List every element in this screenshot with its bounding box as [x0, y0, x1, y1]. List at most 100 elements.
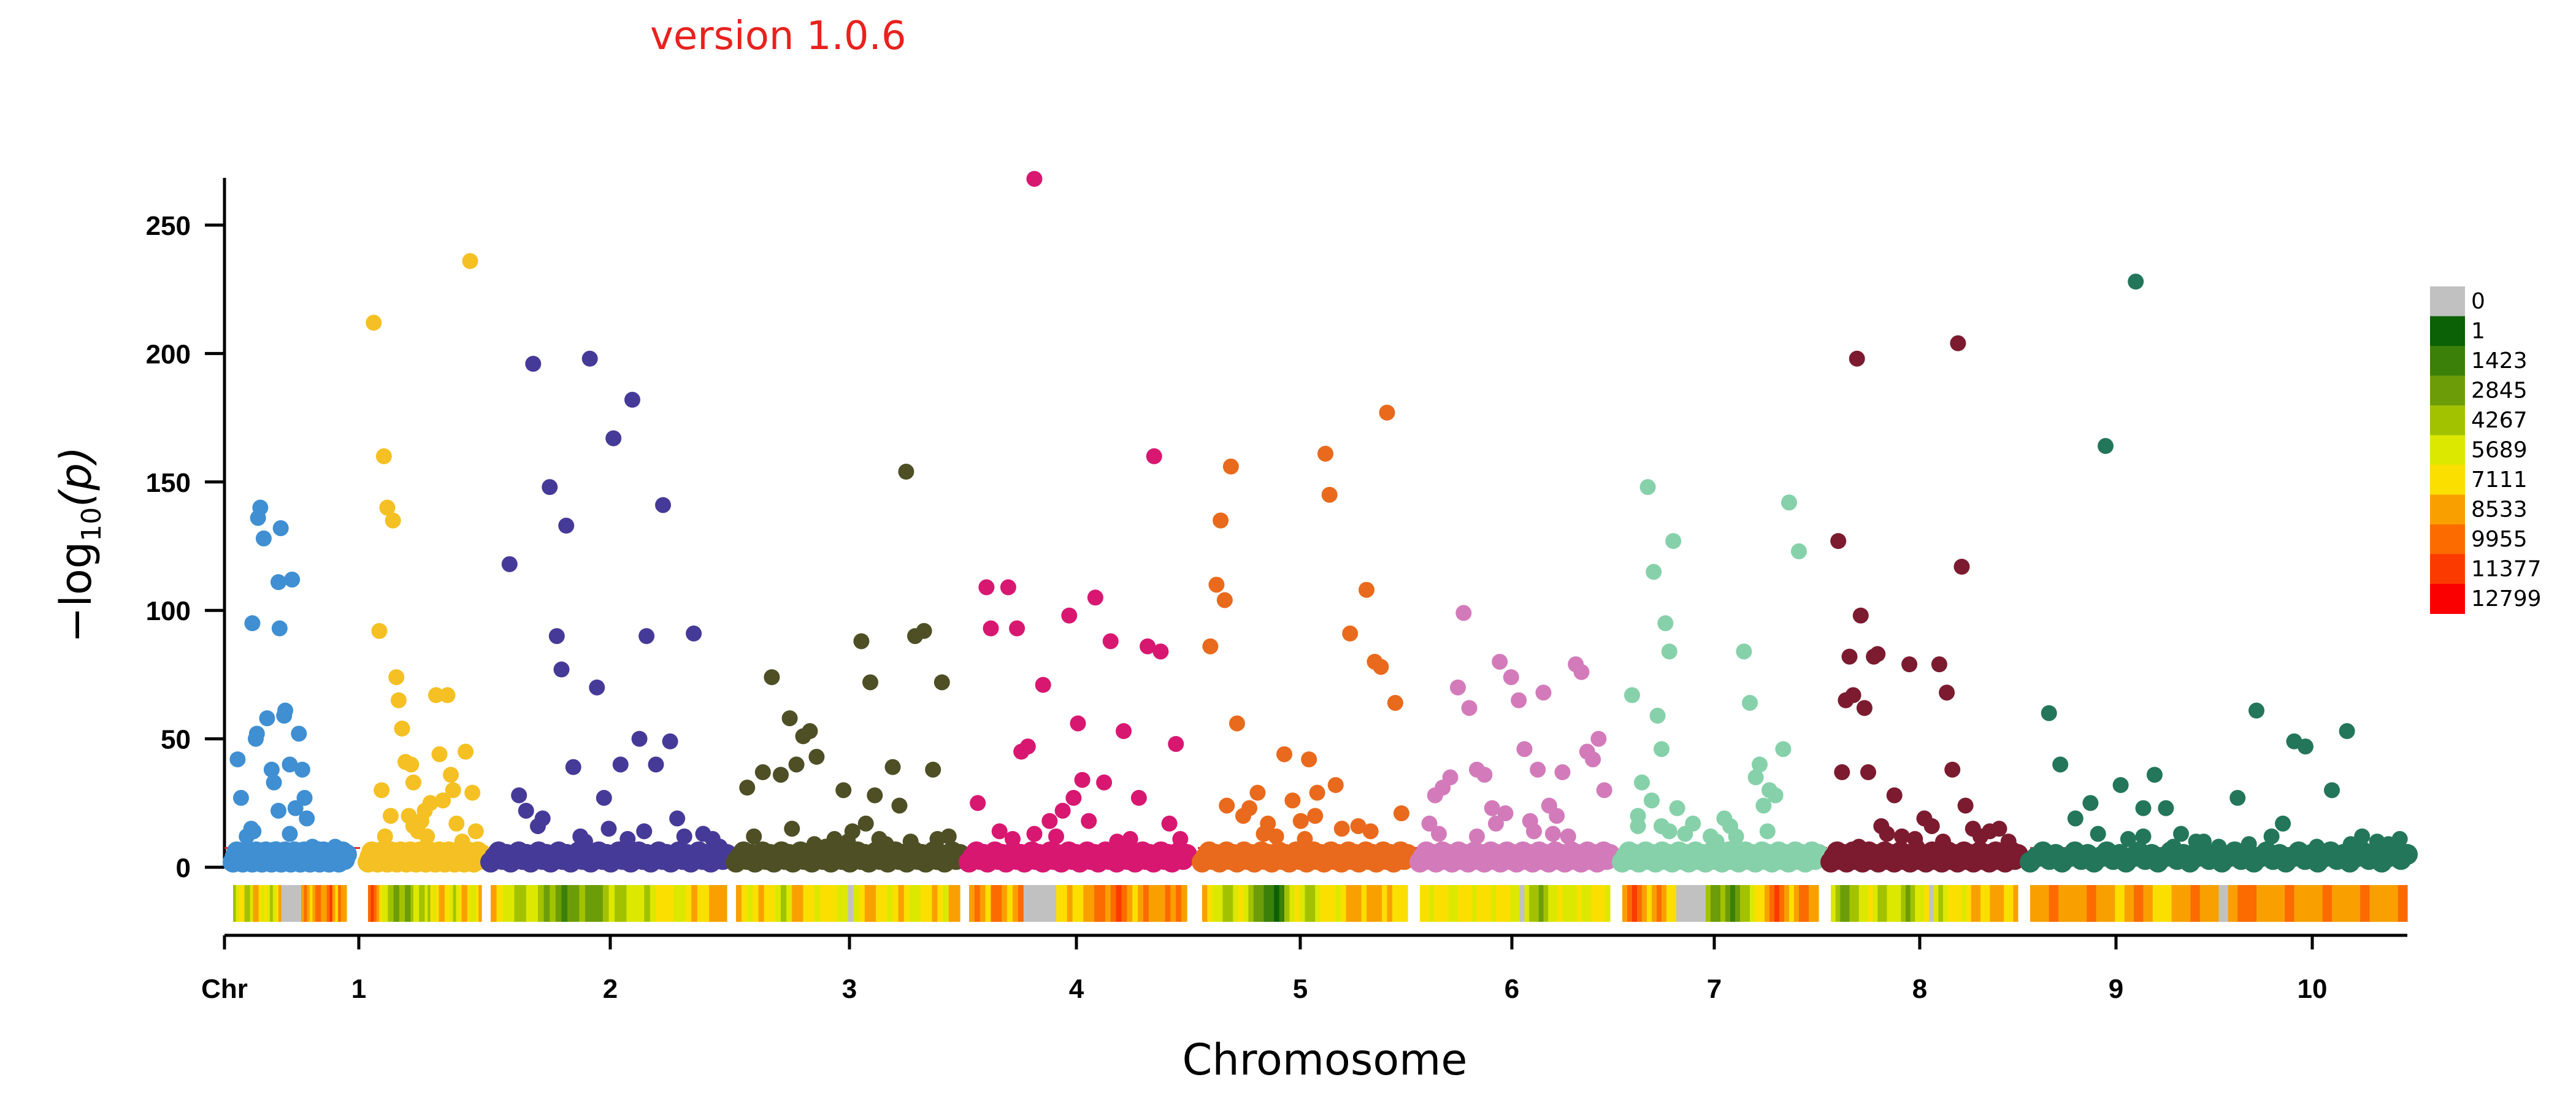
snp-point	[648, 756, 664, 773]
density-bin	[526, 885, 532, 922]
density-bin	[1534, 885, 1539, 922]
snp-point	[1830, 533, 1847, 550]
x-tick-label: 3	[842, 974, 857, 1004]
density-bin	[1100, 885, 1106, 922]
density-bin	[241, 885, 245, 922]
snp-point	[2090, 826, 2106, 842]
density-bin	[1222, 885, 1229, 922]
snp-point	[464, 784, 481, 801]
snp-point	[1054, 802, 1071, 819]
snp-point	[1327, 776, 1344, 793]
snp-point	[2146, 767, 2163, 783]
snp-point	[371, 623, 388, 639]
snp-point	[1516, 741, 1533, 757]
density-bin	[421, 885, 426, 922]
density-bin	[1676, 885, 1682, 922]
density-bin	[1448, 885, 1454, 922]
density-bin	[427, 885, 431, 922]
snp-point	[428, 687, 444, 703]
density-bin	[1371, 885, 1378, 922]
density-bin	[1809, 885, 1814, 922]
density-bin	[1127, 885, 1133, 922]
density-bin	[442, 885, 445, 922]
density-bin	[1591, 885, 1597, 922]
density-bin	[2115, 885, 2125, 922]
snp-point	[390, 692, 407, 708]
snp-point	[1852, 607, 1869, 624]
snp-point	[867, 787, 883, 803]
density-bin	[1217, 885, 1224, 922]
snp-point	[970, 795, 986, 811]
snp-point	[764, 669, 780, 686]
density-bin	[1804, 885, 1809, 922]
y-axis-title: −log10(p)	[51, 447, 107, 643]
snp-point	[978, 579, 995, 596]
density-bin	[2398, 885, 2408, 922]
density-bin	[1735, 885, 1741, 922]
density-bin	[2247, 885, 2257, 922]
density-bin	[1259, 885, 1265, 922]
density-bin	[1769, 885, 1775, 922]
density-bin	[295, 885, 299, 922]
density-bin	[335, 885, 339, 922]
density-bin	[1877, 885, 1883, 922]
density-bin	[781, 885, 787, 922]
density-bin	[853, 885, 860, 922]
density-bin	[374, 885, 377, 922]
density-bin	[1212, 885, 1218, 922]
snp-point	[1549, 808, 1565, 824]
density-bin	[393, 885, 397, 922]
density-bin	[1789, 885, 1795, 922]
snp-point	[1484, 800, 1500, 816]
density-bin	[2237, 885, 2248, 922]
snp-point	[784, 821, 800, 837]
snp-point	[462, 253, 478, 269]
density-bin	[2039, 885, 2050, 922]
snp-point	[1957, 797, 1974, 814]
snp-point	[1624, 687, 1640, 703]
snp-point	[1511, 692, 1527, 708]
density-bin	[2143, 885, 2153, 922]
density-bin	[467, 885, 471, 922]
density-bin	[2152, 885, 2163, 922]
density-bin	[797, 885, 804, 922]
snp-point	[1219, 797, 1235, 814]
density-bin	[1387, 885, 1393, 922]
density-bin	[267, 885, 270, 922]
density-bin	[932, 885, 938, 922]
density-bin	[864, 885, 871, 922]
snp-point	[1333, 821, 1350, 837]
density-bin	[1835, 885, 1841, 922]
snp-point	[1939, 684, 1955, 701]
legend-swatch	[2430, 554, 2465, 585]
density-bin	[837, 885, 843, 922]
density-bin	[597, 885, 604, 922]
snp-point	[898, 464, 914, 480]
snp-point	[1931, 656, 1947, 673]
density-bin	[1985, 885, 1990, 922]
density-bin	[1887, 885, 1892, 922]
snp-point	[1450, 679, 1466, 696]
snp-point	[1722, 818, 1738, 834]
density-bin	[632, 885, 639, 922]
density-bin	[937, 885, 944, 922]
snp-point	[443, 767, 459, 783]
snp-point	[1309, 784, 1325, 801]
density-bin	[1453, 885, 1459, 922]
x-tick-label: 5	[1293, 974, 1308, 1004]
density-bin	[1892, 885, 1897, 922]
density-bin	[1896, 885, 1901, 922]
density-bin	[620, 885, 627, 922]
density-bin	[1529, 885, 1535, 922]
snp-point	[296, 789, 313, 806]
density-bin	[1132, 885, 1138, 922]
density-bin	[1040, 885, 1046, 922]
snp-point	[501, 556, 518, 572]
snp-point	[2128, 274, 2144, 290]
density-bin	[261, 885, 265, 922]
snp-point	[1736, 643, 1752, 660]
snp-point	[388, 669, 405, 686]
density-bin	[1740, 885, 1746, 922]
density-bin	[567, 885, 574, 922]
density-bin	[1253, 885, 1259, 922]
